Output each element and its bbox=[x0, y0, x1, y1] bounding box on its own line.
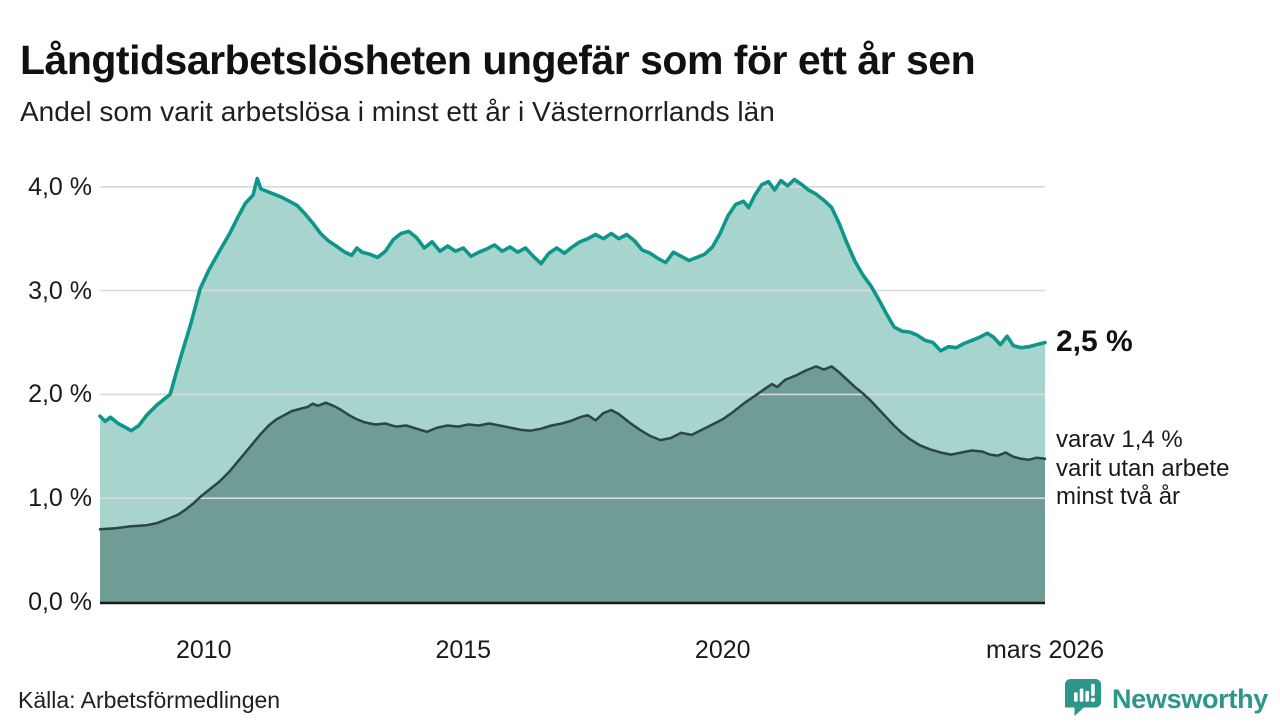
page-title: Långtidsarbetslösheten ungefär som för e… bbox=[20, 37, 976, 84]
latest-value-label: 2,5 % bbox=[1056, 325, 1133, 358]
x-axis-tick-label: 2020 bbox=[694, 636, 751, 664]
secondary-annotation-line3: minst två år bbox=[1056, 483, 1181, 510]
source-credit: Källa: Arbetsförmedlingen bbox=[18, 687, 281, 713]
y-axis-tick-label: 3,0 % bbox=[28, 276, 92, 305]
secondary-annotation-line1: varav 1,4 % bbox=[1056, 426, 1183, 453]
y-axis-tick-label: 1,0 % bbox=[28, 484, 92, 513]
secondary-annotation: varav 1,4 % varit utan arbete minst två … bbox=[1056, 426, 1229, 512]
y-axis-tick-label: 4,0 % bbox=[28, 172, 92, 201]
newsworthy-logo: Newsworthy bbox=[1064, 677, 1268, 722]
x-axis-tick-label: 2010 bbox=[175, 636, 232, 664]
newsworthy-logo-icon bbox=[1064, 677, 1103, 722]
line-series-0 bbox=[98, 176, 1047, 433]
y-axis-tick-label: 2,0 % bbox=[28, 380, 92, 409]
secondary-annotation-line2: varit utan arbete bbox=[1056, 454, 1230, 482]
line-series-1 bbox=[98, 365, 1047, 531]
x-axis-tick-label: mars 2026 bbox=[985, 636, 1105, 664]
area-fill-series-1 bbox=[100, 366, 1045, 602]
x-axis-tick-label: 2015 bbox=[435, 636, 492, 664]
y-axis-tick-label: 0,0 % bbox=[28, 588, 92, 616]
newsworthy-logo-text: Newsworthy bbox=[1111, 684, 1268, 714]
page-subtitle: Andel som varit arbetslösa i minst ett å… bbox=[20, 96, 775, 127]
